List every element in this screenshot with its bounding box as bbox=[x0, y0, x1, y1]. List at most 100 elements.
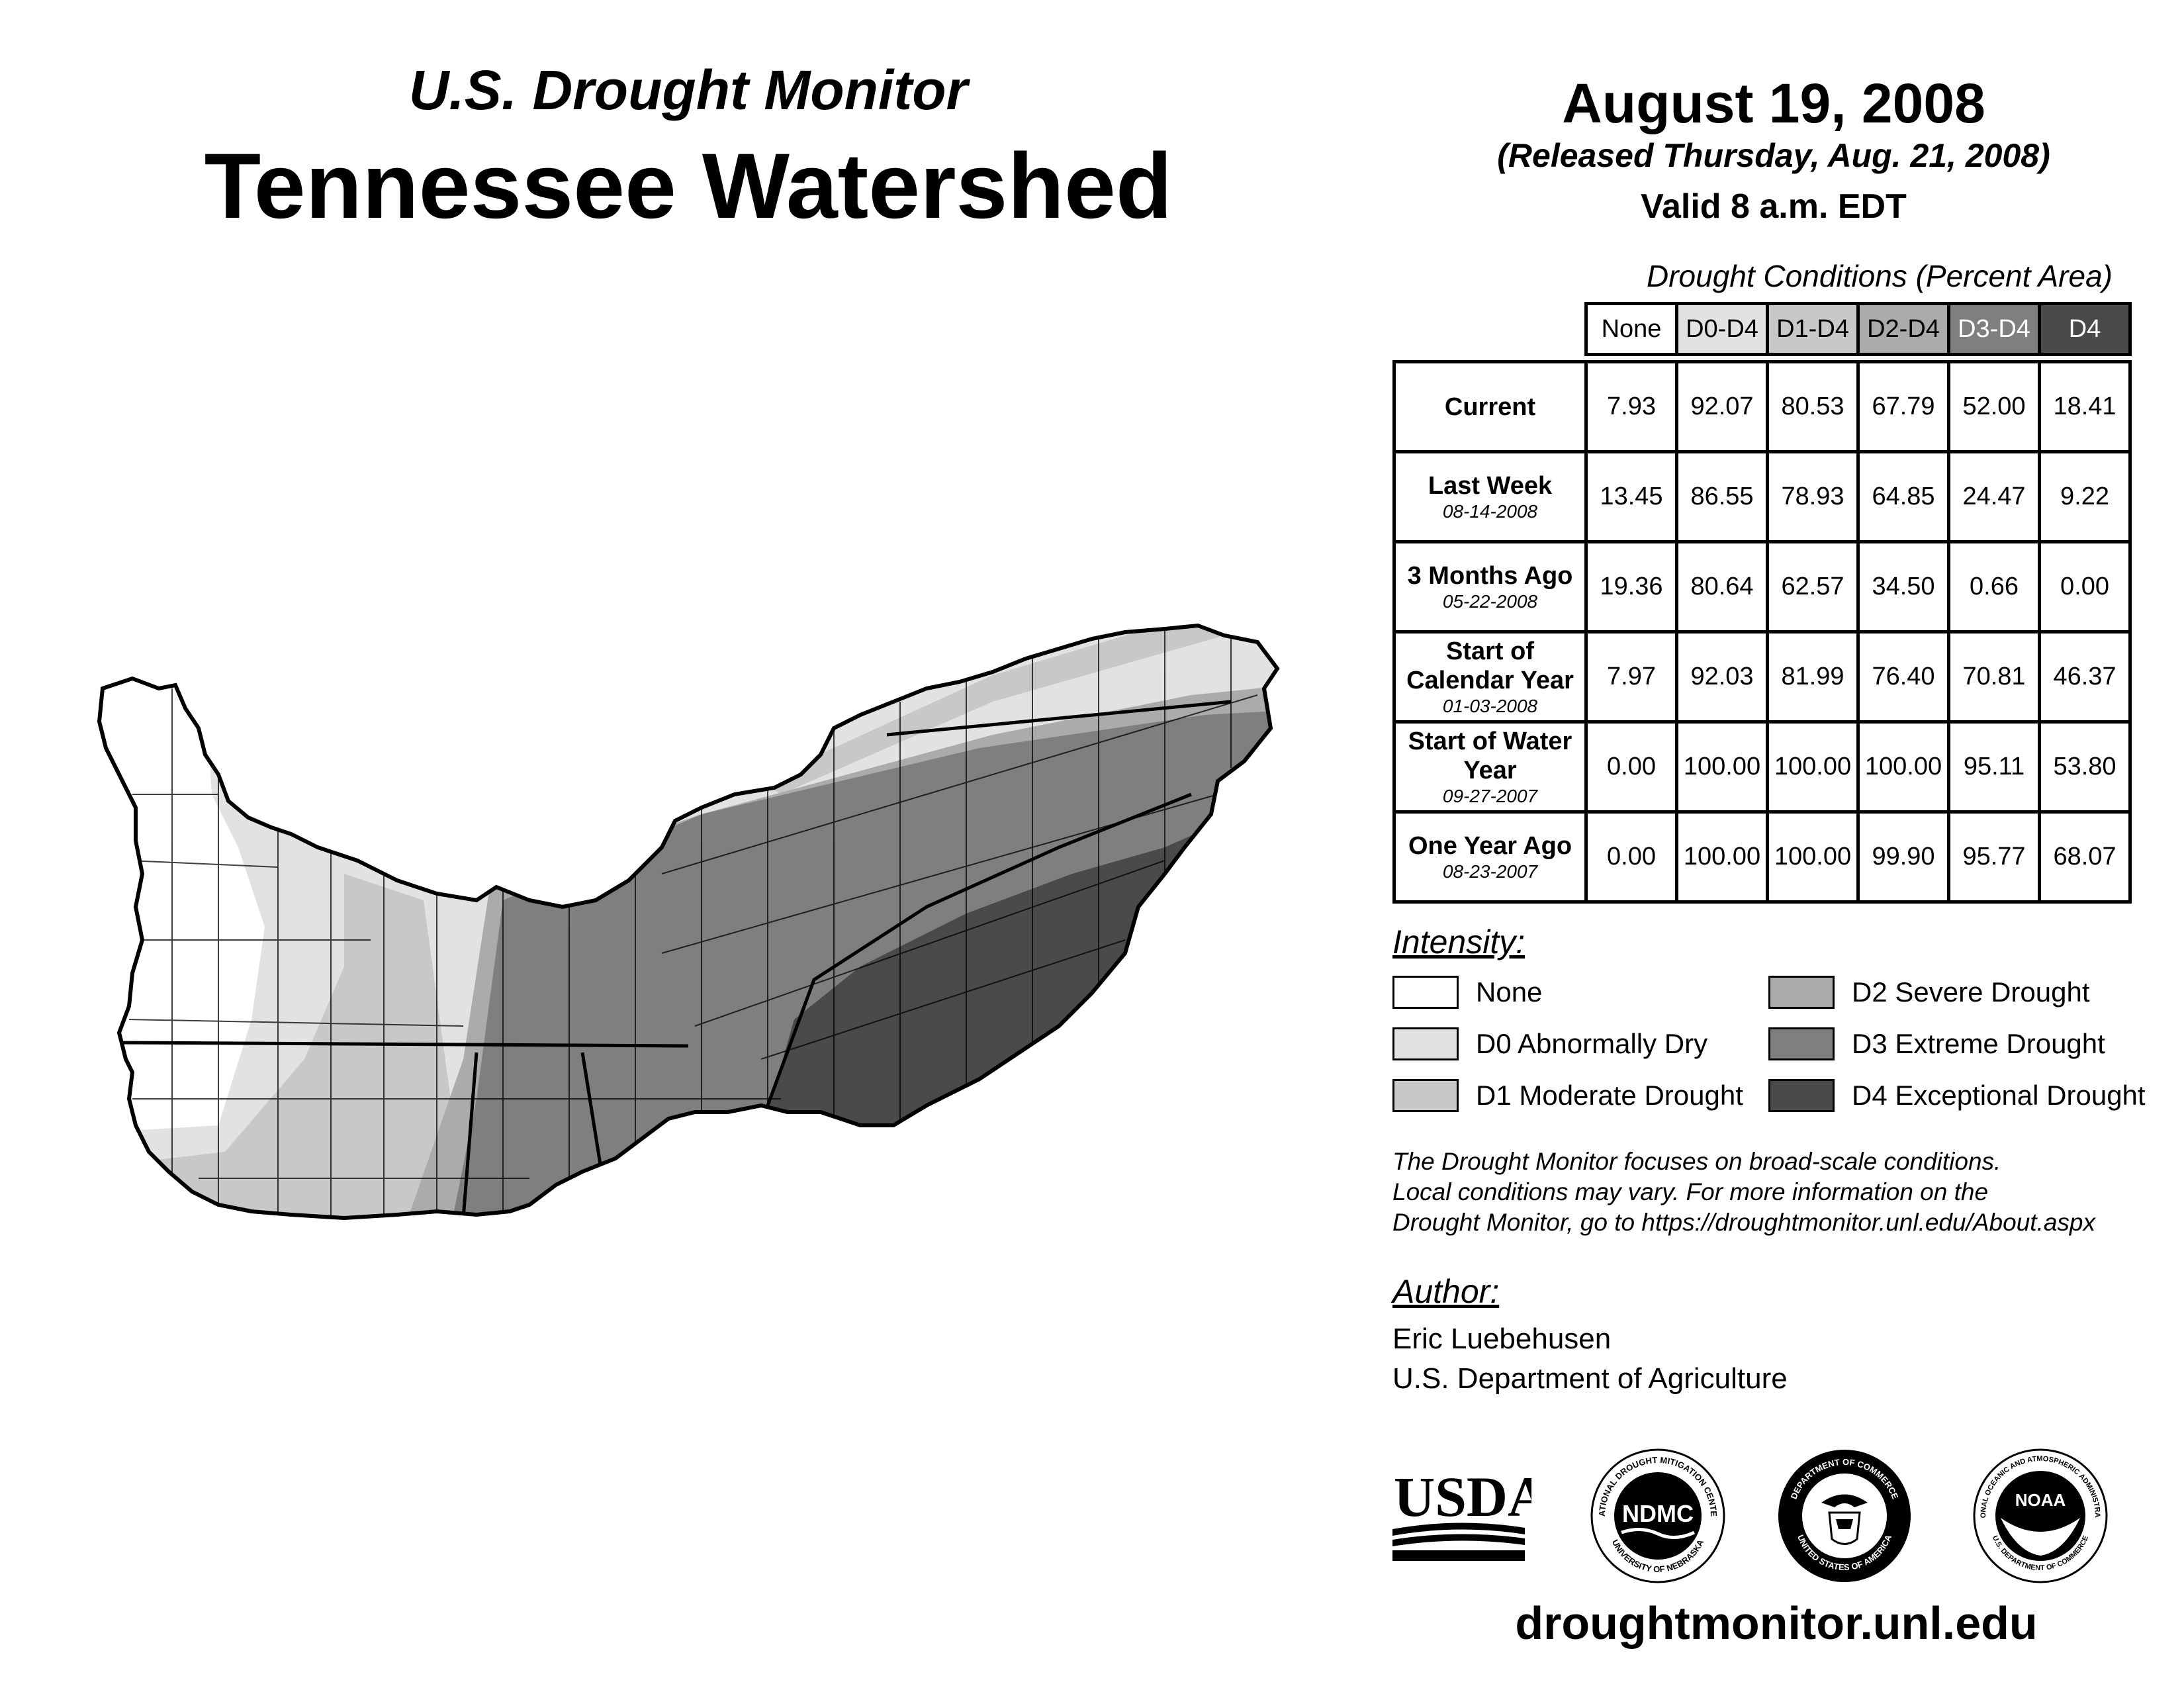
row-label: Current bbox=[1392, 360, 1588, 453]
table-row: Last Week 08-14-2008 13.45 86.55 78.93 64… bbox=[1392, 450, 2132, 543]
legend-label: D1 Moderate Drought bbox=[1476, 1080, 1743, 1111]
release-date: (Released Thursday, Aug. 21, 2008) bbox=[1497, 137, 2050, 174]
noaa-logo: NATIONAL OCEANIC AND ATMOSPHERIC ADMINIS… bbox=[1971, 1446, 2108, 1583]
table-cell: 100.00 bbox=[1675, 810, 1769, 904]
row-date: 08-23-2007 bbox=[1442, 861, 1538, 882]
legend-swatch bbox=[1392, 1027, 1459, 1060]
legend-label: D2 Severe Drought bbox=[1852, 976, 2090, 1008]
noaa-logo-text: NOAA bbox=[2015, 1490, 2066, 1510]
table-cell: 34.50 bbox=[1856, 540, 1950, 633]
legend-swatch bbox=[1768, 976, 1835, 1009]
legend-item-d3: D3 Extreme Drought bbox=[1768, 1027, 2105, 1060]
legend-label: D3 Extreme Drought bbox=[1852, 1028, 2105, 1059]
legend-item-d2: D2 Severe Drought bbox=[1768, 976, 2090, 1009]
table-row: 3 Months Ago 05-22-2008 19.36 80.64 62.57… bbox=[1392, 540, 2132, 633]
row-label: Start of Water Year 09-27-2007 bbox=[1392, 720, 1588, 814]
note-line: The Drought Monitor focuses on broad-sca… bbox=[1392, 1148, 2001, 1175]
table-row: Current 7.93 92.07 80.53 67.79 52.00 18.… bbox=[1392, 360, 2132, 453]
author-organization: U.S. Department of Agriculture bbox=[1392, 1362, 1788, 1395]
table-cell: 67.79 bbox=[1856, 360, 1950, 453]
legend-label: D4 Exceptional Drought bbox=[1852, 1080, 2146, 1111]
column-header: D3-D4 bbox=[1947, 302, 2041, 356]
row-date: 09-27-2007 bbox=[1442, 785, 1538, 806]
table-cell: 100.00 bbox=[1856, 720, 1950, 814]
table-cell: 100.00 bbox=[1766, 810, 1860, 904]
table-cell: 80.53 bbox=[1766, 360, 1860, 453]
bird-icon bbox=[2001, 1518, 2080, 1556]
table-row: Start of Calendar Year 01-03-2008 7.97 92… bbox=[1392, 630, 2132, 724]
table-cell: 92.07 bbox=[1675, 360, 1769, 453]
table-cell: 13.45 bbox=[1584, 450, 1678, 543]
table-cell: 64.85 bbox=[1856, 450, 1950, 543]
table-row: One Year Ago 08-23-2007 0.00 100.00 100.0… bbox=[1392, 810, 2132, 904]
table-cell: 80.64 bbox=[1675, 540, 1769, 633]
column-header: D2-D4 bbox=[1856, 302, 1950, 356]
table-cell: 24.47 bbox=[1947, 450, 2041, 543]
table-cell: 9.22 bbox=[2038, 450, 2132, 543]
table-cell: 0.00 bbox=[2038, 540, 2132, 633]
legend-title: Intensity: bbox=[1392, 923, 1525, 961]
row-label: One Year Ago 08-23-2007 bbox=[1392, 810, 1588, 904]
drought-conditions-table: None D0-D4 D1-D4 D2-D4 D3-D4 D4 Current … bbox=[1392, 302, 2132, 904]
table-cell: 53.80 bbox=[2038, 720, 2132, 814]
row-date: 08-14-2008 bbox=[1442, 500, 1538, 522]
table-cell: 19.36 bbox=[1584, 540, 1678, 633]
row-date: 05-22-2008 bbox=[1442, 590, 1538, 612]
table-cell: 99.90 bbox=[1856, 810, 1950, 904]
legend-item-d0: D0 Abnormally Dry bbox=[1392, 1027, 1707, 1060]
column-header: None bbox=[1584, 302, 1678, 356]
disclaimer-note: The Drought Monitor focuses on broad-sca… bbox=[1392, 1147, 2173, 1238]
drought-map bbox=[97, 623, 1280, 1221]
table-cell: 92.03 bbox=[1675, 630, 1769, 724]
table-row: Start of Water Year 09-27-2007 0.00 100.0… bbox=[1392, 720, 2132, 814]
table-cell: 7.93 bbox=[1584, 360, 1678, 453]
table-cell: 0.00 bbox=[1584, 720, 1678, 814]
legend-item-none: None bbox=[1392, 976, 1542, 1009]
legend-swatch bbox=[1392, 1079, 1459, 1112]
author-heading: Author: bbox=[1392, 1273, 1500, 1310]
author-name: Eric Luebehusen bbox=[1392, 1323, 1612, 1355]
table-cell: 68.07 bbox=[2038, 810, 2132, 904]
row-label: Start of Calendar Year 01-03-2008 bbox=[1392, 630, 1588, 724]
table-header-row: None D0-D4 D1-D4 D2-D4 D3-D4 D4 bbox=[1394, 302, 2132, 356]
map-subtitle: U.S. Drought Monitor bbox=[408, 59, 968, 121]
usda-logo: USDA bbox=[1392, 1465, 1531, 1561]
table-cell: 81.99 bbox=[1766, 630, 1860, 724]
ndmc-logo: NATIONAL DROUGHT MITIGATION CENTER UNIVE… bbox=[1588, 1446, 1725, 1583]
table-caption: Drought Conditions (Percent Area) bbox=[1647, 259, 2113, 293]
usda-logo-text: USDA bbox=[1394, 1465, 1531, 1528]
column-header: D1-D4 bbox=[1766, 302, 1860, 356]
site-url: droughtmonitor.unl.edu bbox=[1515, 1597, 2038, 1649]
valid-time: Valid 8 a.m. EDT bbox=[1641, 187, 1907, 226]
table-cell: 52.00 bbox=[1947, 360, 2041, 453]
note-line: Drought Monitor, go to https://droughtmo… bbox=[1392, 1209, 2095, 1236]
map-date: August 19, 2008 bbox=[1562, 72, 1985, 134]
legend-item-d4: D4 Exceptional Drought bbox=[1768, 1079, 2146, 1112]
legend-swatch bbox=[1768, 1027, 1835, 1060]
table-cell: 0.66 bbox=[1947, 540, 2041, 633]
legend-item-d1: D1 Moderate Drought bbox=[1392, 1079, 1743, 1112]
column-header: D0-D4 bbox=[1675, 302, 1769, 356]
shield-icon bbox=[1828, 1511, 1861, 1545]
table-cell: 95.11 bbox=[1947, 720, 2041, 814]
table-cell: 70.81 bbox=[1947, 630, 2041, 724]
table-cell: 18.41 bbox=[2038, 360, 2132, 453]
legend-swatch bbox=[1392, 976, 1459, 1009]
table-cell: 78.93 bbox=[1766, 450, 1860, 543]
row-label: Last Week 08-14-2008 bbox=[1392, 450, 1588, 543]
ndmc-logo-text: NDMC bbox=[1622, 1500, 1694, 1527]
table-cell: 7.97 bbox=[1584, 630, 1678, 724]
note-line: Local conditions may vary. For more info… bbox=[1392, 1178, 1989, 1205]
table-cell: 46.37 bbox=[2038, 630, 2132, 724]
table-cell: 76.40 bbox=[1856, 630, 1950, 724]
map-title: Tennessee Watershed bbox=[204, 134, 1173, 238]
column-header: D4 bbox=[2038, 302, 2132, 356]
legend-label: D0 Abnormally Dry bbox=[1476, 1028, 1708, 1059]
table-cell: 95.77 bbox=[1947, 810, 2041, 904]
eagle-icon bbox=[1821, 1494, 1868, 1507]
table-cell: 86.55 bbox=[1675, 450, 1769, 543]
row-date: 01-03-2008 bbox=[1442, 695, 1538, 716]
table-cell: 100.00 bbox=[1766, 720, 1860, 814]
row-label: 3 Months Ago 05-22-2008 bbox=[1392, 540, 1588, 633]
legend-swatch bbox=[1768, 1079, 1835, 1112]
